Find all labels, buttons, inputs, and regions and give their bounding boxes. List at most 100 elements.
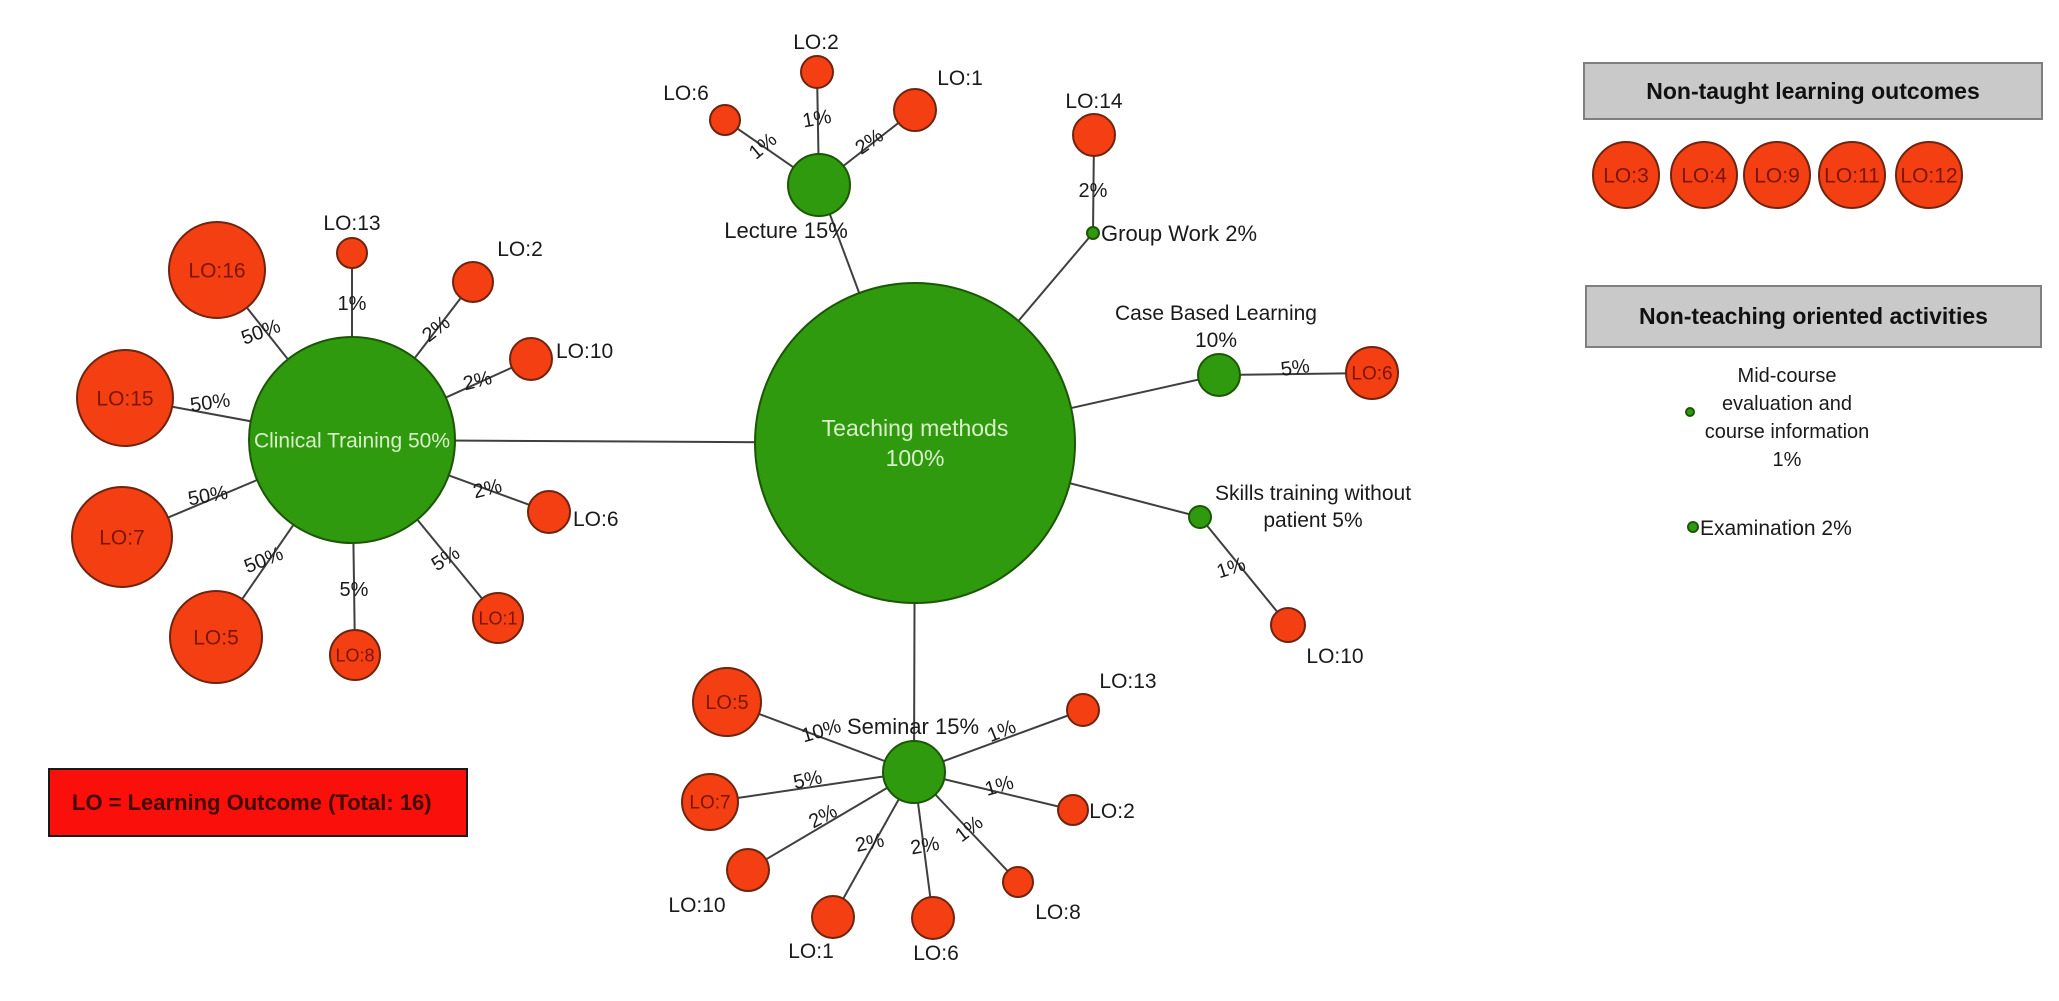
node-exam-dot-label: Examination 2%	[1700, 517, 1852, 540]
node-midcourse-dot-label: Mid-course evaluation and course informati…	[1705, 365, 1870, 471]
node-p-lo9-circle	[1743, 141, 1811, 209]
node-lecture-circle	[787, 153, 851, 217]
node-c-lo8-label: LO:8	[335, 645, 374, 665]
edge-lecture-l-lo6-pct: 1%	[745, 129, 781, 165]
node-p-lo3-label: LO:3	[1603, 164, 1649, 187]
node-cbl-label: Case Based Learning 10%	[1115, 302, 1317, 352]
node-c-lo2-label: LO:2	[497, 238, 543, 261]
node-l-lo6-circle	[709, 104, 741, 136]
edge-seminar-sem-lo2-pct: 1%	[982, 772, 1016, 801]
node-sem-lo6-label: LO:6	[913, 942, 959, 965]
node-sem-lo5-label: LO:5	[705, 692, 748, 714]
edge-clinical-c-lo6-pct: 2%	[471, 475, 505, 503]
node-c-lo16-label: LO:16	[188, 259, 245, 282]
node-s-lo10-label: LO:10	[1306, 645, 1363, 668]
edge-clinical-c-lo5-pct: 50%	[241, 543, 287, 578]
node-teaching-circle	[754, 282, 1076, 604]
node-skills-circle	[1188, 505, 1212, 529]
node-c-lo6-label: LO:6	[573, 508, 619, 531]
node-midcourse-dot-circle	[1685, 407, 1695, 417]
node-seminar-circle	[882, 740, 946, 804]
node-cbl-lo6-label: LO:6	[1351, 364, 1392, 385]
non-teaching-panel-title: Non-teaching oriented activities	[1639, 303, 1988, 329]
edge-clinical-c-lo8-pct: 5%	[340, 579, 369, 601]
non-teaching-panel-header: Non-teaching oriented activities	[1585, 285, 2042, 348]
edge-seminar-sem-lo6-pct: 2%	[909, 833, 942, 860]
node-c-lo13-circle	[336, 237, 368, 269]
node-l-lo1-circle	[893, 88, 937, 132]
node-sem-lo13-label: LO:13	[1099, 670, 1156, 693]
node-c-lo5-circle	[169, 590, 263, 684]
node-seminar-label: Seminar 15%	[847, 714, 979, 739]
node-c-lo8-circle	[329, 629, 381, 681]
edge-seminar-sem-lo10	[747, 771, 915, 871]
node-c-lo1-circle	[472, 592, 524, 644]
edge-clinical-c-lo15-pct: 50%	[189, 389, 232, 416]
node-sem-lo8-label: LO:8	[1035, 901, 1081, 924]
node-c-lo2-circle	[452, 261, 494, 303]
node-c-lo7-circle	[71, 486, 173, 588]
node-g-lo14-label: LO:14	[1065, 90, 1123, 113]
edge-lecture-l-lo2-pct: 1%	[801, 106, 834, 133]
node-sem-lo10-label: LO:10	[668, 894, 725, 917]
node-p-lo9-label: LO:9	[1754, 164, 1800, 187]
edge-clinical-c-lo13-pct: 1%	[338, 293, 367, 315]
node-c-lo1-label: LO:1	[478, 608, 517, 628]
node-sem-lo13-circle	[1066, 693, 1100, 727]
edge-skills-s-lo10-pct: 1%	[1214, 553, 1248, 583]
node-p-lo4-label: LO:4	[1681, 164, 1727, 187]
node-sem-lo7-label: LO:7	[689, 793, 730, 814]
node-c-lo10-label: LO:10	[556, 340, 613, 363]
node-c-lo15-label: LO:15	[96, 387, 153, 410]
lo-legend-box: LO = Learning Outcome (Total: 16)	[48, 768, 468, 837]
node-sem-lo5-circle	[692, 667, 762, 737]
node-p-lo11-label: LO:11	[1824, 164, 1880, 187]
edge-seminar-sem-lo7-pct: 5%	[791, 766, 824, 794]
node-l-lo2-label: LO:2	[793, 31, 839, 54]
node-sem-lo2-circle	[1057, 794, 1089, 826]
node-sem-lo1-label: LO:1	[788, 940, 834, 963]
non-taught-panel-header: Non-taught learning outcomes	[1583, 62, 2043, 120]
node-cbl-lo6-circle	[1345, 346, 1399, 400]
edge-clinical-c-lo7-pct: 50%	[186, 482, 229, 511]
node-g-lo14-circle	[1072, 113, 1116, 157]
node-p-lo12-circle	[1895, 141, 1963, 209]
node-c-lo10-circle	[509, 337, 553, 381]
node-exam-dot-circle	[1687, 521, 1699, 533]
node-p-lo11-circle	[1818, 141, 1886, 209]
node-c-lo16-circle	[168, 221, 266, 319]
node-clinical-circle	[248, 336, 456, 544]
edge-groupwork-g-lo14-pct: 2%	[1079, 180, 1108, 202]
node-c-lo5-label: LO:5	[193, 626, 239, 649]
node-lecture-label: Lecture 15%	[724, 218, 848, 243]
node-l-lo1-label: LO:1	[937, 67, 983, 90]
edge-seminar-sem-lo13-pct: 1%	[984, 716, 1019, 747]
node-sem-lo6-circle	[911, 896, 955, 940]
node-sem-lo2-label: LO:2	[1089, 800, 1135, 823]
node-sem-lo8-circle	[1002, 866, 1034, 898]
edge-clinical-c-lo2-pct: 2%	[418, 312, 454, 347]
node-groupwork-label: Group Work 2%	[1101, 221, 1257, 246]
edge-seminar-sem-lo1-pct: 2%	[853, 829, 886, 857]
node-p-lo3-circle	[1592, 141, 1660, 209]
node-sem-lo7-circle	[681, 773, 739, 831]
node-p-lo12-label: LO:12	[1900, 164, 1957, 187]
edge-cbl-cbl-lo6-pct: 5%	[1279, 355, 1311, 381]
node-l-lo6-label: LO:6	[663, 82, 709, 105]
edge-seminar-sem-lo10-pct: 2%	[805, 800, 841, 833]
node-s-lo10-circle	[1270, 607, 1306, 643]
non-taught-panel-title: Non-taught learning outcomes	[1646, 77, 1980, 104]
node-skills-label: Skills training without patient 5%	[1215, 482, 1411, 532]
node-cbl-circle	[1197, 353, 1241, 397]
lo-legend-label: LO = Learning Outcome (Total: 16)	[72, 789, 432, 815]
node-l-lo2-circle	[800, 55, 834, 89]
node-c-lo6-circle	[527, 490, 571, 534]
node-groupwork-circle	[1086, 226, 1100, 240]
edge-skills-s-lo10	[1199, 516, 1289, 626]
node-sem-lo10-circle	[726, 848, 770, 892]
node-clinical-label: Clinical Training 50%	[254, 429, 450, 452]
node-c-lo7-label: LO:7	[99, 526, 145, 549]
edge-seminar-sem-lo7	[709, 771, 915, 803]
